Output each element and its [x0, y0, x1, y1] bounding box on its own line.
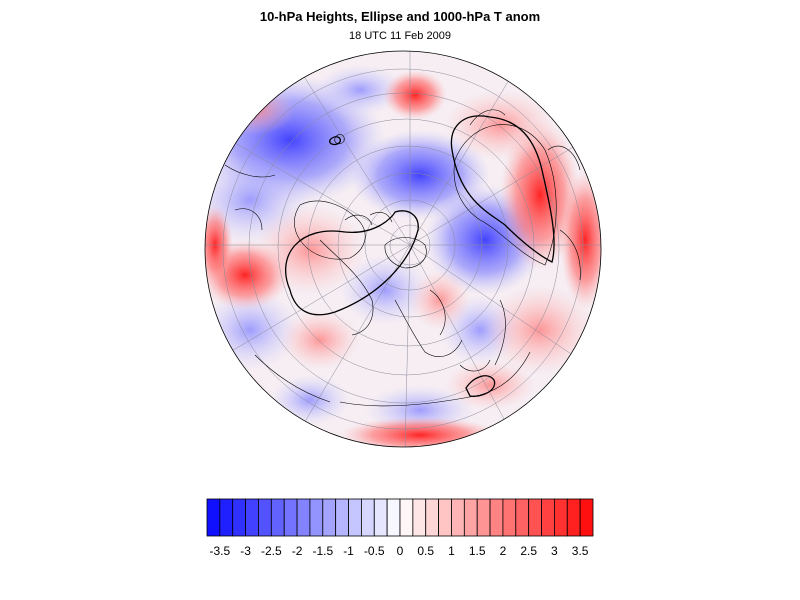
colorbar-box: [386, 498, 401, 537]
colorbar-tick-label: -0.5: [364, 544, 385, 558]
colorbar-box: [270, 498, 285, 537]
colorbar-box: [348, 498, 362, 537]
colorbar-tick-label: 2.5: [520, 544, 537, 558]
colorbar-box: [438, 498, 452, 537]
colorbar-box: [528, 498, 542, 537]
map-subtitle: 18 UTC 11 Feb 2009: [349, 30, 451, 42]
colorbar-box: [463, 498, 478, 537]
colorbar-labels: -3.5 -3 -2.5 -2 -1.5 -1 -0.5 0 0.5 1 1.5 2 2.5 3 3.5: [210, 544, 589, 558]
colorbar-tick-label: 0: [397, 544, 404, 558]
colorbar-tick-label: 0.5: [417, 544, 434, 558]
map-title: 10-hPa Heights, Ellipse and 1000-hPa T a…: [259, 9, 541, 24]
colorbar-boxes: [206, 498, 594, 537]
colorbar-box: [425, 498, 440, 537]
colorbar-box: [309, 498, 324, 537]
colorbar-box: [258, 498, 272, 537]
temperature-anomaly-field: [205, 51, 601, 447]
graticule: [205, 51, 601, 447]
colorbar-tick-label: -2: [292, 544, 303, 558]
colorbar-box: [296, 498, 311, 537]
colorbar-box: [476, 498, 491, 537]
colorbar-tick-label: -1.5: [312, 544, 333, 558]
colorbar-box: [579, 498, 594, 537]
colorbar-box: [232, 498, 247, 537]
colorbar-tick-label: 1: [448, 544, 455, 558]
colorbar-tick-label: -1: [343, 544, 354, 558]
colorbar-box: [283, 498, 298, 537]
colorbar-box: [554, 498, 568, 537]
colorbar-box: [515, 498, 530, 537]
colorbar-box: [399, 498, 414, 537]
colorbar-box: [245, 498, 259, 537]
colorbar-tick-label: 3: [551, 544, 558, 558]
colorbar-tick-label: 2: [500, 544, 507, 558]
colorbar-box: [541, 498, 555, 537]
colorbar-box: [219, 498, 234, 537]
colorbar-tick-label: -3: [240, 544, 251, 558]
colorbar-tick-label: 3.5: [572, 544, 589, 558]
colorbar-box: [373, 498, 388, 537]
colorbar-box: [489, 498, 504, 537]
colorbar-box: [412, 498, 427, 537]
colorbar-tick-label: -2.5: [261, 544, 282, 558]
colorbar-box: [502, 498, 517, 537]
colorbar-box: [451, 498, 465, 537]
colorbar-tick-label: -3.5: [210, 544, 231, 558]
10hpa-height-contours: [285, 115, 555, 397]
colorbar-box: [322, 498, 337, 537]
colorbar-tick-label: 1.5: [469, 544, 486, 558]
colorbar-box: [360, 498, 375, 537]
colorbar-box: [566, 498, 581, 537]
coastlines: [224, 109, 581, 407]
colorbar-box: [335, 498, 349, 537]
colorbar-box: [206, 498, 221, 537]
globe-outline: [204, 50, 602, 448]
